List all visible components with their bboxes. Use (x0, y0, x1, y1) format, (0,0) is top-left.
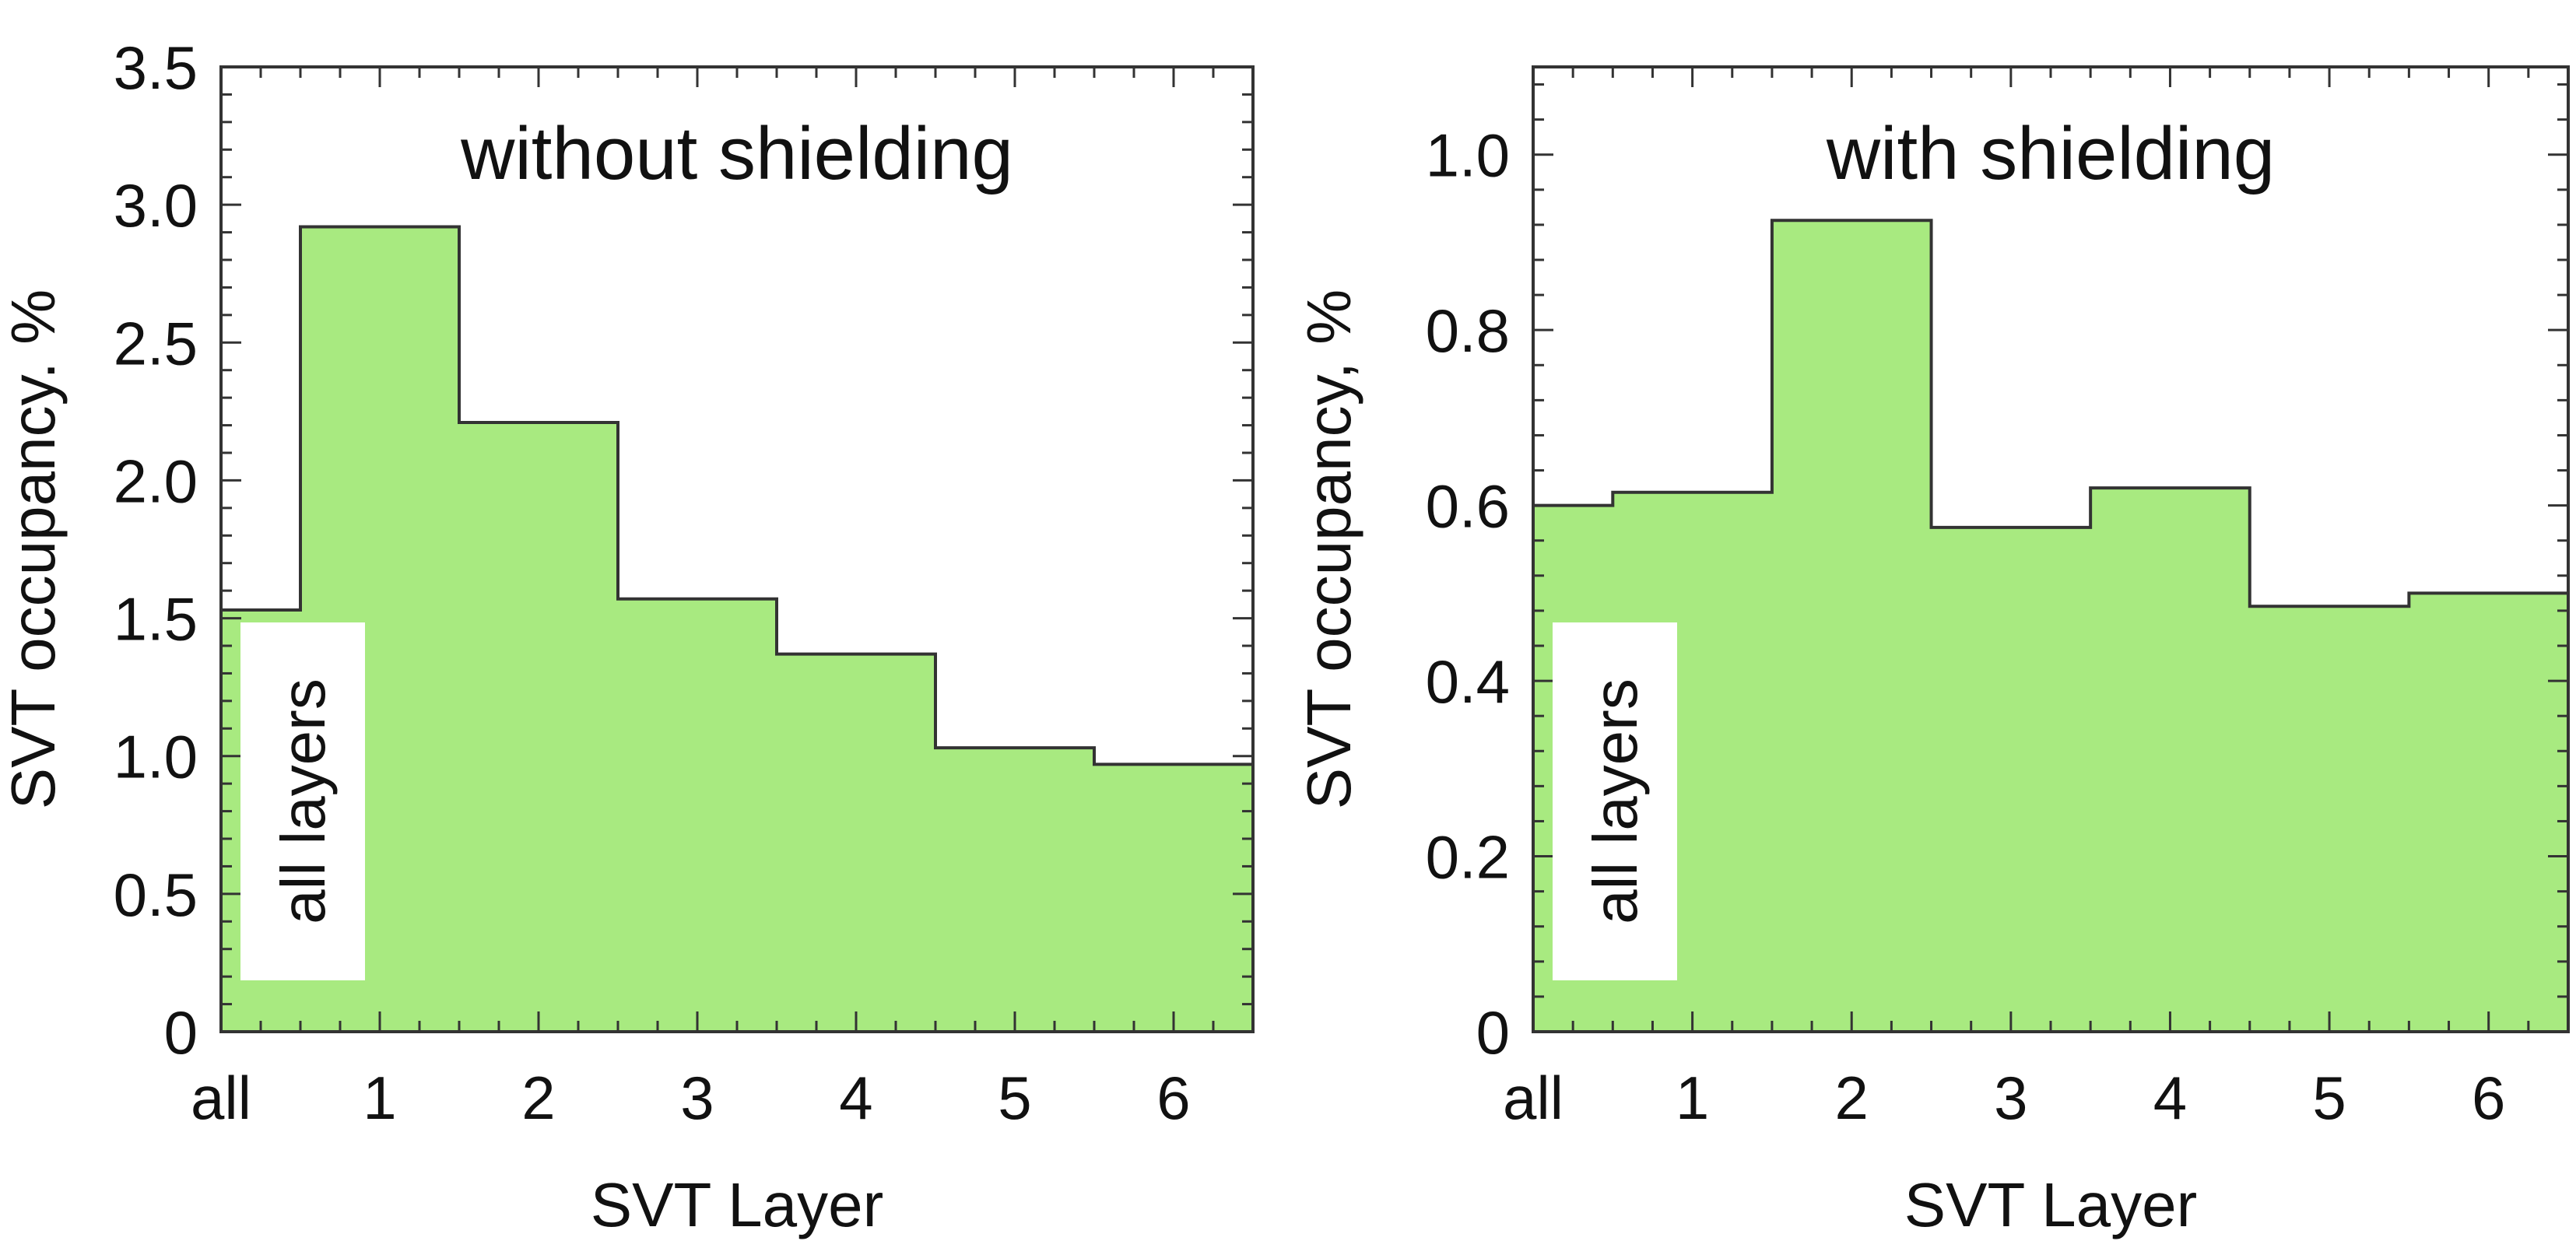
y-tick-label: 0.6 (1426, 472, 1510, 541)
x-tick-label: 5 (998, 1064, 1031, 1132)
y-tick-label: 0 (164, 998, 198, 1067)
y-tick-label: 0 (1476, 998, 1510, 1067)
y-tick-label: 0.2 (1426, 823, 1510, 892)
x-tick-label: all (191, 1064, 251, 1132)
annotation-all-layers: all layers (268, 678, 338, 924)
x-tick-label: 3 (680, 1064, 714, 1132)
x-axis-label: SVT Layer (1904, 1170, 2197, 1239)
y-tick-label: 3.0 (114, 171, 198, 240)
x-tick-label: 2 (1835, 1064, 1869, 1132)
chart-without-shielding: 0 0.5 1.0 1.5 2.0 2.5 3.0 3.5 all 1 2 3 4 5 6 SVT Layer… (0, 33, 1255, 1239)
x-axis-label: SVT Layer (591, 1170, 883, 1239)
y-tick-label: 1.5 (114, 585, 198, 654)
x-tick-label: 6 (2472, 1064, 2505, 1132)
x-tick-label: 1 (363, 1064, 396, 1132)
histogram-outline (1533, 219, 2568, 608)
x-tick-label: 1 (1676, 1064, 1709, 1132)
y-axis-label: SVT occupancy. % (0, 289, 68, 809)
y-tick-label: 2.5 (114, 309, 198, 377)
y-tick-label: 1.0 (114, 723, 198, 791)
x-tick-label: 2 (521, 1064, 555, 1132)
chart-with-shielding: 0 0.2 0.4 0.6 0.8 1.0 all 1 2 3 4 5 6 SVT Layer SVT oc… (1294, 65, 2570, 1239)
y-axis-label: SVT occupancy, % (1294, 289, 1363, 809)
histogram-fill (1533, 220, 2568, 1032)
y-tick-label: 3.5 (114, 33, 198, 102)
histogram-outline (221, 225, 1253, 766)
y-tick-label: 1.0 (1426, 121, 1510, 190)
y-tick-label: 0.8 (1426, 296, 1510, 365)
x-tick-label: 4 (839, 1064, 872, 1132)
x-tick-label: 5 (2312, 1064, 2346, 1132)
chart-title: with shielding (1826, 112, 2275, 195)
x-tick-label: 3 (1994, 1064, 2027, 1132)
y-tick-label: 0.5 (114, 861, 198, 929)
y-tick-label: 0.4 (1426, 647, 1510, 716)
x-tick-label: 6 (1156, 1064, 1190, 1132)
histogram-fill (221, 226, 1253, 1032)
annotation-all-layers: all layers (1581, 678, 1650, 924)
annotation-box (240, 622, 365, 980)
y-tick-label: 2.0 (114, 447, 198, 515)
chart-title: without shielding (460, 112, 1013, 195)
x-tick-label: all (1503, 1064, 1563, 1132)
annotation-box (1553, 622, 1677, 980)
x-tick-label: 4 (2153, 1064, 2187, 1132)
